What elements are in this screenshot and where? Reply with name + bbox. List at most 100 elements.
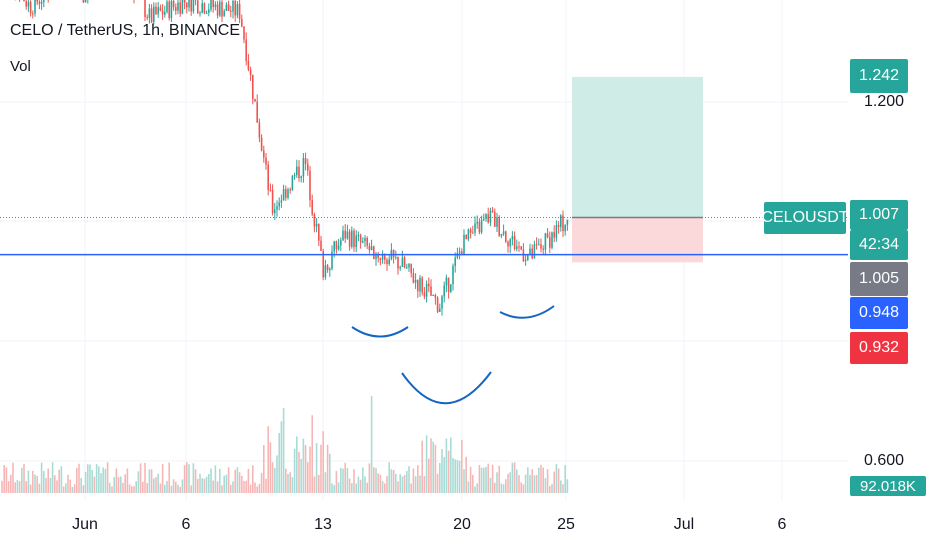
candle <box>340 240 342 246</box>
candle <box>546 233 549 238</box>
candle <box>353 230 355 248</box>
volume-bar <box>293 448 296 493</box>
volume-bar <box>555 463 558 493</box>
candle <box>322 250 324 278</box>
stop-price-label: 0.932 <box>850 332 908 364</box>
candle <box>399 266 401 269</box>
volume-bar <box>126 468 129 493</box>
candle <box>417 280 419 292</box>
candle <box>318 224 320 241</box>
volume-bar <box>520 482 522 493</box>
volume-bar <box>71 486 74 493</box>
price-tick-0600: 0.600 <box>864 452 905 469</box>
volume-bar <box>232 481 234 493</box>
candle <box>439 308 441 312</box>
volume-bar <box>241 475 243 493</box>
volume-bar <box>276 455 278 493</box>
candle <box>186 2 188 8</box>
volume-bar <box>1 480 3 493</box>
volume-bar <box>417 465 419 493</box>
volume-bar <box>399 474 401 493</box>
volume-bar <box>7 481 10 493</box>
candle <box>245 39 247 61</box>
volume-bar <box>100 473 102 493</box>
volume-bar <box>298 451 300 493</box>
candle <box>485 214 487 219</box>
volume-bar <box>544 478 547 493</box>
volume-bar <box>234 469 236 493</box>
volume-bar <box>425 435 428 493</box>
candle <box>230 10 232 12</box>
price-tick-1200: 1.200 <box>864 93 905 110</box>
volume-bar <box>410 483 412 493</box>
volume-bar <box>392 470 395 493</box>
volume-bar <box>329 453 331 493</box>
candle <box>40 1 43 4</box>
candle <box>549 237 551 248</box>
candle <box>161 10 164 15</box>
chart-grid <box>0 0 848 500</box>
candle <box>555 225 558 238</box>
candle <box>463 234 465 255</box>
volume-bar <box>489 477 492 493</box>
volume-bar <box>454 459 456 493</box>
candle <box>540 244 542 249</box>
volume-bar <box>348 478 351 493</box>
candle <box>146 16 148 18</box>
candle <box>326 265 329 271</box>
candle <box>309 170 311 201</box>
volume-bar <box>368 463 371 493</box>
volume-bar <box>494 482 496 493</box>
volume-bar <box>95 464 98 493</box>
volume-bar <box>326 444 329 493</box>
candle <box>366 238 368 246</box>
volume-bar <box>335 470 338 493</box>
volume-bar <box>513 462 516 493</box>
volume-bar <box>236 467 239 493</box>
candle <box>282 188 285 201</box>
candle <box>214 4 217 8</box>
volume-bar <box>34 474 36 493</box>
volume-bar <box>445 438 448 493</box>
candle <box>465 234 467 240</box>
volume-bar <box>291 477 294 493</box>
volume-bar <box>159 483 162 493</box>
volume-bar <box>113 477 115 493</box>
volume-bar <box>227 467 230 493</box>
candle <box>542 248 544 250</box>
volume-bar <box>397 481 399 493</box>
volume-bar <box>289 472 291 493</box>
volume-bar <box>212 480 214 493</box>
volume-bar <box>359 479 362 493</box>
volume-bar <box>465 456 467 493</box>
candle <box>505 231 507 242</box>
volume-bar <box>131 486 133 493</box>
volume-bar <box>331 483 333 493</box>
candle <box>155 6 157 15</box>
volume-label: Vol <box>10 58 31 75</box>
candle <box>150 8 153 23</box>
volume-bar <box>487 463 489 493</box>
candle <box>32 13 34 15</box>
volume-bar <box>516 469 518 493</box>
volume-bar <box>84 471 87 493</box>
candle <box>441 296 443 309</box>
position-zones <box>572 76 703 263</box>
candle <box>243 26 245 40</box>
volume-bar <box>137 471 140 493</box>
candle <box>368 245 371 251</box>
candle <box>454 257 456 266</box>
volume-bar <box>518 475 520 493</box>
volume-bar <box>285 468 287 493</box>
candle <box>533 244 536 259</box>
volume-bar <box>364 476 366 493</box>
candle <box>307 163 309 171</box>
candle <box>447 277 450 292</box>
volume-bar <box>560 480 562 493</box>
candle <box>263 150 265 158</box>
candle <box>480 220 483 233</box>
candle <box>425 283 428 297</box>
candle <box>434 294 437 298</box>
volume-bar <box>313 476 316 493</box>
